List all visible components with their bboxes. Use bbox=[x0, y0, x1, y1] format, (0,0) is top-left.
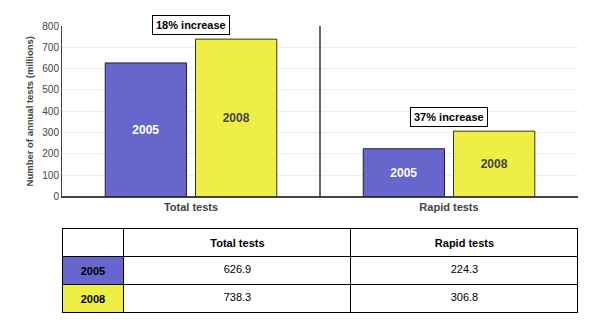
svg-text:626.9: 626.9 bbox=[224, 263, 252, 275]
svg-text:738.3: 738.3 bbox=[224, 291, 252, 303]
svg-text:400: 400 bbox=[42, 106, 59, 117]
svg-text:600: 600 bbox=[42, 63, 59, 74]
svg-text:37% increase: 37% increase bbox=[414, 111, 484, 123]
svg-text:2005: 2005 bbox=[132, 123, 159, 137]
svg-text:Rapid tests: Rapid tests bbox=[419, 201, 478, 213]
svg-text:Total tests: Total tests bbox=[210, 237, 264, 249]
svg-text:2008: 2008 bbox=[481, 157, 508, 171]
svg-text:800: 800 bbox=[42, 21, 59, 32]
svg-text:500: 500 bbox=[42, 84, 59, 95]
svg-text:18% increase: 18% increase bbox=[156, 19, 226, 31]
svg-text:0: 0 bbox=[53, 191, 59, 202]
svg-text:Rapid tests: Rapid tests bbox=[435, 237, 494, 249]
svg-text:2008: 2008 bbox=[223, 111, 250, 125]
svg-text:Total tests: Total tests bbox=[164, 201, 218, 213]
svg-text:200: 200 bbox=[42, 148, 59, 159]
svg-text:100: 100 bbox=[42, 170, 59, 181]
svg-text:2005: 2005 bbox=[81, 265, 105, 277]
svg-text:224.3: 224.3 bbox=[451, 263, 479, 275]
svg-text:2005: 2005 bbox=[390, 166, 417, 180]
svg-text:700: 700 bbox=[42, 42, 59, 53]
svg-text:306.8: 306.8 bbox=[451, 291, 479, 303]
svg-text:Number of annual tests (millio: Number of annual tests (millions) bbox=[24, 36, 35, 186]
svg-text:300: 300 bbox=[42, 127, 59, 138]
svg-text:2008: 2008 bbox=[81, 293, 105, 305]
